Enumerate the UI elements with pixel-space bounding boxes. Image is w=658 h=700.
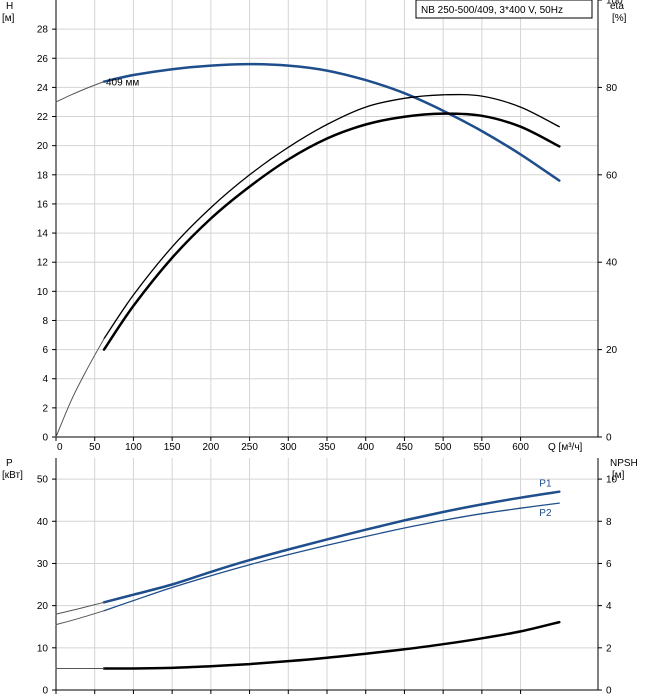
y-right-tick-label: 6 [606,559,612,570]
series-label: P2 [539,508,552,519]
y-right-tick-label: 80 [606,83,618,94]
y-left-axis-unit: [м] [2,13,15,24]
x-tick-label: 500 [435,442,452,453]
y-left-tick-label: 8 [42,316,48,327]
y-left-tick-label: 16 [37,199,49,210]
y-left-axis-label: P [6,458,13,469]
x-axis-label: Q [м³/ч] [548,442,583,453]
y-left-tick-label: 12 [37,258,49,269]
y-right-tick-label: 0 [606,686,612,697]
chart-title: NB 250-500/409, 3*400 V, 50Hz [421,5,563,16]
y-right-tick-label: 40 [606,258,618,269]
y-left-tick-label: 14 [37,229,49,240]
y-left-axis-unit: [кВт] [2,470,23,481]
y-right-tick-label: 8 [606,517,612,528]
x-tick-label: 50 [89,442,101,453]
x-tick-label: 400 [357,442,374,453]
x-tick-label: 150 [164,442,181,453]
y-left-tick-label: 10 [37,643,49,654]
series-line-p1 [102,490,561,604]
series-line-npsh [102,620,561,670]
series-line-1-2 [55,601,105,615]
x-tick-label: 300 [280,442,297,453]
series-line-0-4 [55,338,105,438]
x-tick-label: 600 [512,442,529,453]
x-tick-label: 550 [474,442,491,453]
y-right-tick-label: 4 [606,601,612,612]
y-right-axis-unit: [%] [612,13,627,24]
y-right-tick-label: 10 [606,475,618,486]
series-line-1-3 [55,610,105,626]
y-left-tick-label: 22 [37,112,49,123]
y-left-tick-label: 4 [42,374,48,385]
y-right-axis-unit: [м] [612,470,625,481]
y-left-tick-label: 6 [42,345,48,356]
y-right-axis-label: NPSH [610,458,638,469]
x-tick-label: 450 [396,442,413,453]
series-label: 409 мм [106,78,139,89]
y-right-axis-label: eta [610,1,624,12]
y-left-tick-label: 20 [37,141,49,152]
y-right-tick-label: 60 [606,170,618,181]
y-left-tick-label: 20 [37,601,49,612]
y-left-tick-label: 0 [42,433,48,444]
x-tick-label: 200 [203,442,220,453]
y-left-tick-label: 40 [37,517,49,528]
y-right-tick-label: 100 [606,0,623,7]
y-right-tick-label: 20 [606,345,618,356]
series-line-409-мм [102,62,561,182]
series-line-p2 [103,502,560,612]
series-line-0-1 [55,81,105,103]
x-tick-label: 350 [319,442,336,453]
y-left-tick-label: 26 [37,54,49,65]
x-tick-label: 0 [57,442,63,453]
y-left-tick-label: 0 [42,686,48,697]
series-label: P1 [539,479,552,490]
y-left-axis-label: H [6,1,13,12]
y-left-tick-label: 10 [37,287,49,298]
series-line-0-2 [103,93,560,340]
y-left-tick-label: 50 [37,475,49,486]
y-left-tick-label: 18 [37,170,49,181]
chart-title-box: NB 250-500/409, 3*400 V, 50Hz [415,0,593,19]
y-right-tick-label: 2 [606,643,612,654]
y-left-tick-label: 30 [37,559,49,570]
y-left-tick-label: 28 [37,25,49,36]
power-npsh-panel: 0 10 20 30 40 50 0 2 4 6 8 10 P[кВт] NPSH[м] P1 P2 [2,458,638,697]
y-left-tick-label: 24 [37,83,49,94]
x-tick-label: 100 [125,442,142,453]
series-line-0-3 [102,112,561,351]
y-left-tick-label: 2 [42,403,48,414]
x-tick-label: 250 [241,442,258,453]
y-right-tick-label: 0 [606,433,612,444]
